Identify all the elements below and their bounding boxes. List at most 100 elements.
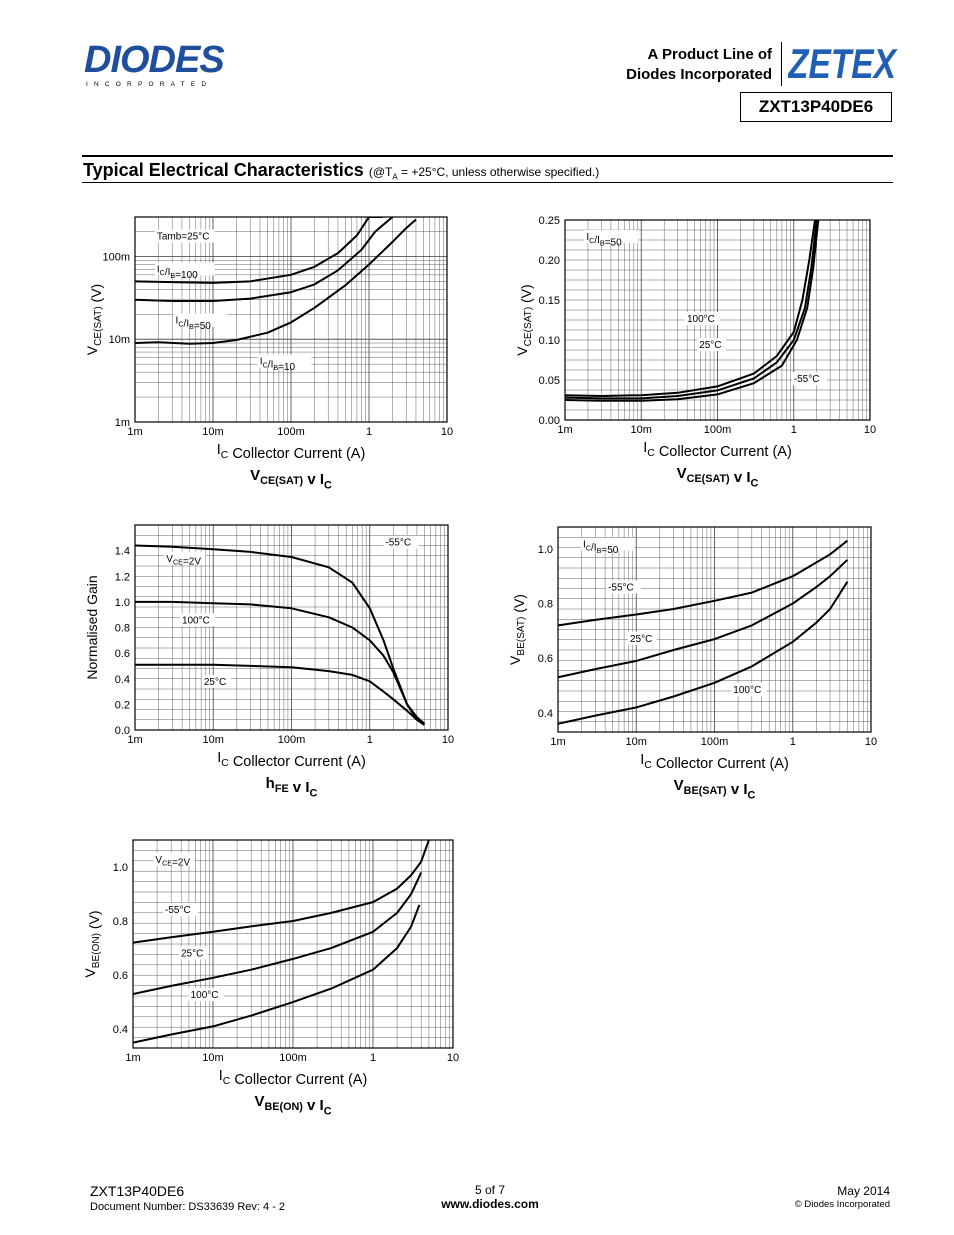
y-tick-label: 0.6 — [113, 970, 128, 982]
x-tick-label: 1 — [791, 424, 797, 436]
chart-title: VBE(ON) v IC — [254, 1093, 331, 1117]
y-tick-label: 1.0 — [538, 544, 553, 556]
y-tick-labels: 0.0 0.2 0.4 0.6 0.8 1.0 1.2 1.4 — [115, 546, 130, 737]
y-tick-labels: 0.4 0.6 0.8 1.0 — [538, 544, 553, 720]
annotation-label: IC/IB=50 — [586, 232, 622, 249]
x-tick-label: 10 — [442, 734, 454, 746]
x-tick-label: 10 — [447, 1052, 459, 1064]
chart-title: VCE(SAT) v IC — [250, 467, 332, 491]
y-tick-label: 1m — [115, 417, 130, 429]
y-tick-labels: 0.4 0.6 0.8 1.0 — [113, 862, 128, 1036]
series-line-25-C — [565, 220, 818, 400]
x-axis-label: IC Collector Current (A) — [643, 440, 792, 460]
annotation-label: 25°C — [204, 677, 226, 688]
y-tick-label: 0.4 — [115, 674, 130, 686]
footer-url[interactable]: www.diodes.com — [441, 1197, 539, 1211]
x-axis-label: IC Collector Current (A) — [217, 442, 366, 462]
x-tick-label: 1m — [550, 736, 565, 748]
series-line--55-C — [135, 663, 425, 726]
annotation-bg — [383, 535, 419, 549]
footer-left: ZXT13P40DE6 Document Number: DS33639 Rev… — [90, 1183, 285, 1215]
x-tick-label: 10 — [441, 426, 453, 438]
footer-page: 5 of 7 — [474, 1183, 506, 1197]
annotation-label: 100°C — [733, 685, 761, 696]
part-number-box: ZXT13P40DE6 — [740, 92, 892, 122]
product-line-1: A Product Line of — [647, 46, 772, 63]
x-axis-label: IC Collector Current (A) — [219, 1068, 368, 1088]
section-note: (@TA = +25°C, unless otherwise specified… — [368, 165, 600, 182]
y-axis-label-group: VBE(ON) (V) — [82, 910, 102, 977]
x-tick-label: 1 — [366, 426, 372, 438]
chart-title: VCE(SAT) v IC — [677, 465, 759, 489]
chart-title: hFE v IC — [266, 775, 318, 799]
annotation-label: 25°C — [699, 340, 721, 351]
footer-part: ZXT13P40DE6 — [90, 1183, 185, 1199]
footer-right: May 2014 © Diodes Incorporated — [795, 1184, 890, 1212]
annotation-label: 100°C — [191, 990, 219, 1001]
y-tick-labels: 1m 10m 100m — [102, 251, 130, 429]
zetex-text: ZETEX — [788, 40, 898, 84]
x-tick-label: 10m — [203, 734, 224, 746]
annotation-bg — [179, 946, 208, 960]
y-tick-label: 0.20 — [539, 255, 560, 267]
y-tick-label: 0.8 — [538, 599, 553, 611]
series-line--55-C — [565, 220, 820, 402]
section-title-text: Typical Electrical Characteristics — [83, 160, 364, 180]
y-tick-labels: 0.00 0.05 0.10 0.15 0.20 0.25 — [539, 215, 560, 427]
annotation-label: IC/IB=50 — [176, 316, 212, 333]
x-axis-label: IC Collector Current (A) — [640, 752, 789, 772]
annotation-bg — [188, 988, 224, 1002]
y-tick-label: 0.4 — [113, 1024, 128, 1036]
product-line-2: Diodes Incorporated — [626, 66, 772, 83]
y-tick-label: 100m — [102, 251, 130, 263]
y-tick-label: 0.2 — [115, 699, 130, 711]
annotation-label: -55°C — [165, 905, 191, 916]
y-tick-label: 1.2 — [115, 571, 130, 583]
footer-doc-number: Document Number: DS33639 Rev: 4 - 2 — [90, 1201, 286, 1213]
series-line-IC-IB-10 — [135, 218, 417, 345]
x-tick-label: 100m — [279, 1052, 307, 1064]
footer-date: May 2014 — [837, 1184, 890, 1198]
x-tick-label: 100m — [701, 736, 729, 748]
series-line-100-C — [558, 581, 849, 725]
annotation-label: IC/IB=50 — [583, 540, 619, 557]
y-axis-label-group: VCE(SAT) (V) — [514, 284, 534, 355]
diodes-logo: DIODES INCORPORATED — [84, 39, 254, 90]
chart-title: VBE(SAT) v IC — [674, 777, 756, 801]
annotation-label: 100°C — [687, 314, 715, 325]
annotation-label: -55°C — [794, 374, 820, 385]
series-line-IC-IB-50 — [135, 217, 394, 302]
annotation-bg — [697, 338, 726, 351]
series-line-25-C — [135, 600, 418, 721]
annotation-label: IC/IB=10 — [260, 357, 296, 374]
annotation-bg — [606, 580, 642, 594]
annotation-bg — [201, 674, 231, 688]
zetex-logo: ZETEX — [787, 40, 898, 87]
annotation-bg — [685, 312, 720, 325]
x-tick-label: 1m — [557, 424, 572, 436]
y-axis-label: VCE(SAT) (V) — [84, 284, 104, 355]
chart-vbesat: 1m 10m 100m 1 10 0.4 0.6 0.8 1.0 IC Collector Cur… — [505, 515, 885, 801]
plot-frame — [132, 839, 454, 1049]
y-axis-label-group: VCE(SAT) (V) — [84, 284, 104, 355]
y-tick-label: 0.00 — [539, 415, 560, 427]
y-tick-label: 0.25 — [539, 215, 560, 227]
x-tick-label: 10m — [626, 736, 647, 748]
product-line: A Product Line of Diodes Incorporated — [626, 45, 772, 85]
x-axis-label: IC Collector Current (A) — [217, 750, 366, 770]
series-line-25-C — [133, 871, 423, 995]
annotation-label: 25°C — [630, 634, 652, 645]
annotation-bg — [257, 354, 312, 368]
y-tick-label: 0.0 — [115, 725, 130, 737]
annotation-bg — [173, 313, 228, 327]
annotation-label: 100°C — [182, 615, 210, 626]
annotation-bg — [581, 537, 635, 551]
annotation-bg — [153, 852, 195, 866]
x-tick-label: 10m — [631, 424, 652, 436]
x-tick-label: 1m — [125, 1052, 140, 1064]
x-tick-label: 100m — [278, 734, 306, 746]
annotation-label: IC/IB=100 — [157, 264, 198, 281]
x-tick-labels: 1m 10m 100m 1 10 — [127, 734, 454, 746]
series-line--55-C — [133, 840, 430, 944]
y-tick-label: 0.8 — [115, 623, 130, 635]
